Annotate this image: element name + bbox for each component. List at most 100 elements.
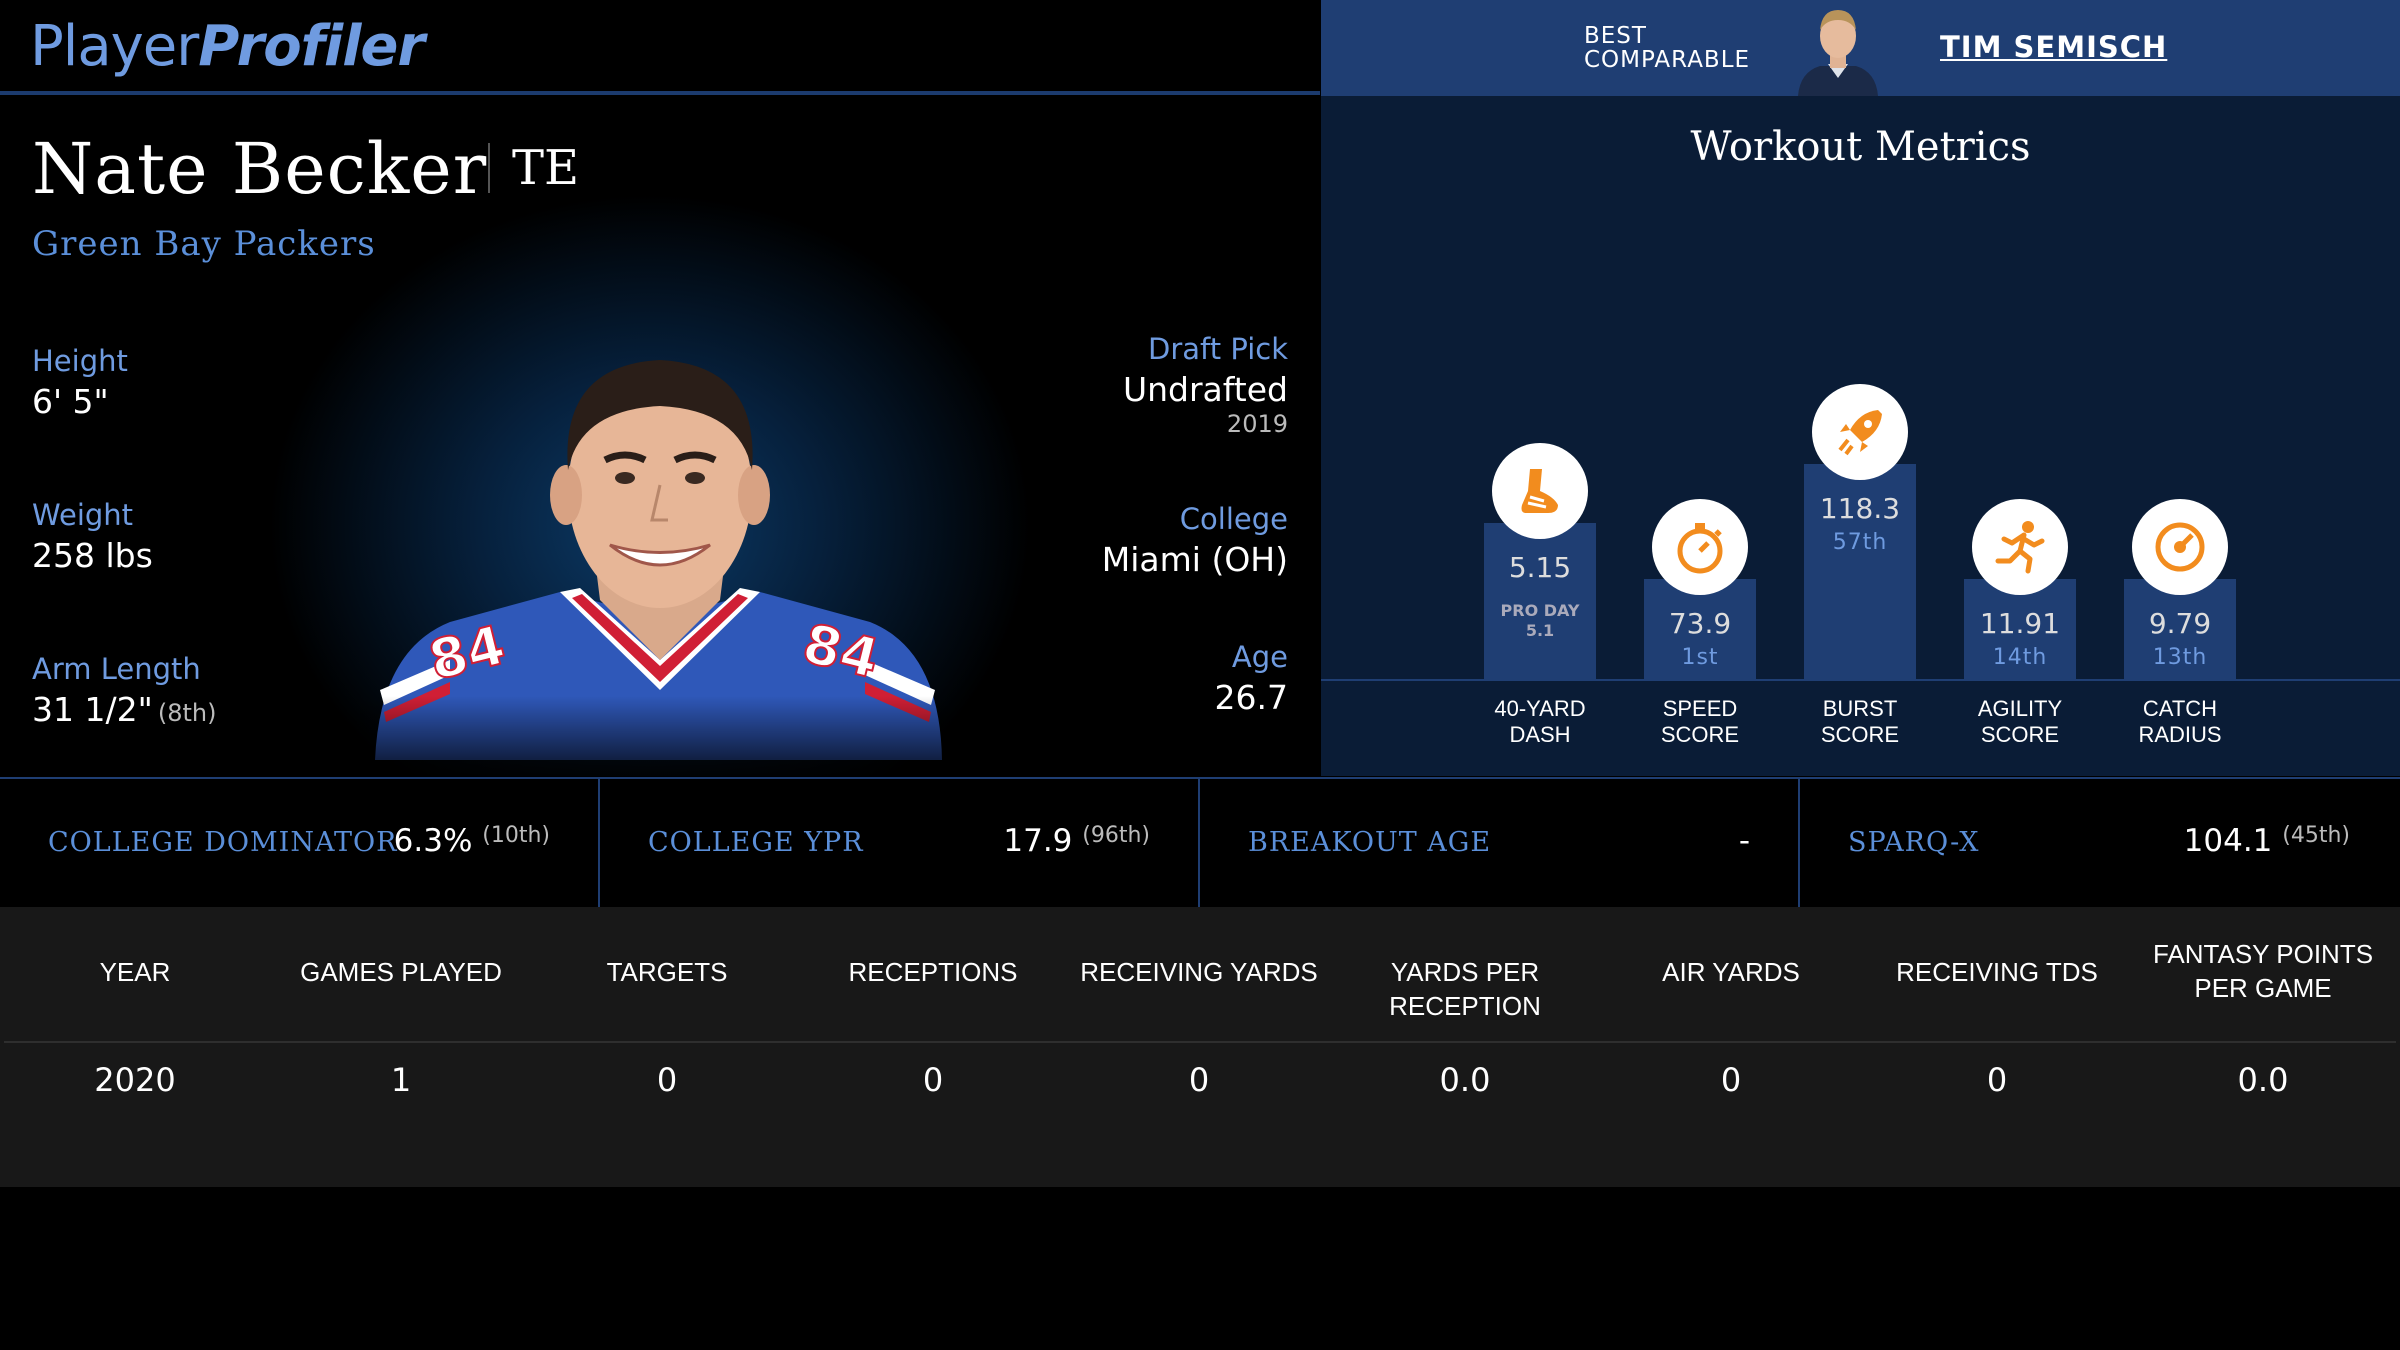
logo-text-player: Player	[30, 14, 199, 79]
metric-sparq-x[interactable]: SPARQ-X 104.1 (45th)	[1800, 779, 2398, 907]
runner-icon	[1972, 499, 2068, 595]
metric-college-ypr[interactable]: COLLEGE YPR 17.9 (96th)	[600, 779, 1198, 907]
player-name: Nate Becker	[32, 128, 488, 210]
college-label: College	[1179, 502, 1288, 536]
pro-day-label: PRO DAY	[1500, 601, 1580, 620]
player-team[interactable]: Green Bay Packers	[32, 224, 376, 264]
bar-label-line1: 40-YARD	[1494, 696, 1586, 721]
age-value: 26.7	[1214, 678, 1288, 717]
bar-value: 118.3	[1819, 492, 1901, 525]
bar-value: 73.9	[1668, 607, 1732, 640]
bar-rank: 14th	[1992, 645, 2048, 670]
target-icon	[2132, 499, 2228, 595]
age-label: Age	[1231, 640, 1288, 674]
metric-rank: (45th)	[2282, 823, 2350, 848]
metric-value-number: -	[1738, 823, 1750, 859]
bar-value: 11.91	[1979, 607, 2061, 640]
table-header-divider	[4, 1041, 2396, 1043]
pro-day-value: 5.1	[1525, 621, 1555, 640]
metric-value: 104.1 (45th)	[2184, 823, 2350, 859]
bar-fill	[1964, 579, 2076, 680]
bar-label: AGILITY SCORE	[1940, 696, 2100, 748]
season-stats-table: YEAR GAMES PLAYED TARGETS RECEPTIONS REC…	[0, 907, 2400, 1187]
name-divider	[488, 143, 490, 193]
college-value: Miami (OH)	[1101, 540, 1288, 579]
column-header-year[interactable]: YEAR	[99, 957, 171, 987]
table-cell-yards-per-reception: 0.0	[1439, 1061, 1491, 1099]
metric-breakout-age[interactable]: BREAKOUT AGE -	[1200, 779, 1798, 907]
height-label: Height	[32, 344, 128, 378]
metric-college-dominator[interactable]: COLLEGE DOMINATOR 6.3% (10th)	[0, 779, 598, 907]
weight-value: 258 lbs	[32, 536, 153, 575]
metric-value-number: 104.1	[2183, 823, 2273, 859]
comparable-player-photo	[1790, 2, 1886, 96]
metric-value: -	[1739, 823, 1750, 859]
metric-name: SPARQ-X	[1848, 827, 1980, 858]
draft-year: 2019	[1226, 410, 1288, 438]
column-header-receptions[interactable]: RECEPTIONS	[848, 957, 1018, 987]
metric-value: 6.3% (10th)	[394, 823, 550, 859]
bar-fill	[1484, 523, 1596, 680]
column-header-targets[interactable]: TARGETS	[606, 957, 728, 987]
rocket-icon	[1812, 384, 1908, 480]
bar-fill	[2124, 579, 2236, 680]
bar-label-line1: BURST	[1822, 696, 1898, 721]
best-comparable-label: BEST COMPARABLE	[1584, 23, 1751, 73]
metric-divider	[1198, 779, 1200, 907]
bar-label: SPEED SCORE	[1620, 696, 1780, 748]
column-header-fantasy-points-per-game[interactable]: FANTASY POINTS PER GAME	[2152, 939, 2374, 1003]
player-position: TE	[512, 140, 580, 196]
table-cell-fantasy-points: 0.0	[2237, 1061, 2289, 1099]
advanced-metrics-row: COLLEGE DOMINATOR 6.3% (10th) COLLEGE YP…	[0, 777, 2400, 907]
column-header-receiving-yards[interactable]: RECEIVING YARDS	[1080, 957, 1318, 987]
bar-label: CATCH RADIUS	[2100, 696, 2260, 748]
bar-value: 5.15	[1508, 551, 1572, 584]
site-header	[0, 0, 1320, 95]
metric-value: 17.9 (96th)	[1003, 823, 1150, 859]
metric-value-number: 6.3%	[393, 823, 473, 859]
stopwatch-icon	[1652, 499, 1748, 595]
draft-pick-value: Undrafted	[1122, 370, 1288, 409]
table-cell-year: 2020	[94, 1061, 176, 1099]
metric-name: COLLEGE YPR	[648, 827, 864, 858]
bar-label-line2: SCORE	[1980, 722, 2060, 747]
player-photo: 84 84	[360, 360, 950, 780]
bar-label-line2: DASH	[1509, 722, 1571, 747]
arm-length-rank: (8th)	[157, 699, 217, 727]
table-cell-targets: 0	[656, 1061, 678, 1099]
column-header-air-yards[interactable]: AIR YARDS	[1662, 957, 1800, 987]
comparable-player-link[interactable]: TIM SEMISCH	[1940, 30, 2168, 64]
bar-fill	[1644, 579, 1756, 680]
column-header-yards-per-reception[interactable]: YARDS PER RECEPTION	[1389, 957, 1541, 1021]
metric-divider	[598, 779, 600, 907]
metric-rank: (96th)	[1082, 823, 1150, 848]
metric-value-number: 17.9	[1003, 823, 1073, 859]
logo-text-profiler: Profiler	[198, 14, 425, 79]
bar-rank: 13th	[2152, 645, 2208, 670]
bar-label-line2: SCORE	[1820, 722, 1900, 747]
metric-name: COLLEGE DOMINATOR	[48, 827, 398, 858]
table-cell-receptions: 0	[922, 1061, 944, 1099]
table-cell-games-played: 1	[390, 1061, 412, 1099]
height-value: 6' 5"	[32, 382, 109, 421]
arm-length-label: Arm Length	[32, 652, 201, 686]
bar-rank: 57th	[1832, 530, 1888, 555]
bar-label-line1: AGILITY	[1977, 696, 2063, 721]
pro-day-note: PRO DAY 5.1	[1460, 601, 1620, 641]
site-logo[interactable]: PlayerProfiler	[30, 12, 425, 82]
draft-pick-label: Draft Pick	[1148, 332, 1288, 366]
weight-label: Weight	[32, 498, 134, 532]
bar-label-line1: CATCH	[2142, 696, 2218, 721]
table-cell-receiving-yards: 0	[1188, 1061, 1210, 1099]
workout-metrics-title: Workout Metrics	[1690, 124, 2031, 170]
bar-value: 9.79	[2148, 607, 2212, 640]
column-header-games-played[interactable]: GAMES PLAYED	[300, 957, 502, 987]
bar-label-line1: SPEED	[1662, 696, 1738, 721]
arm-length: 31 1/2" (8th)	[32, 690, 217, 729]
arm-length-value: 31 1/2"	[32, 690, 153, 729]
bar-label-line2: RADIUS	[2138, 722, 2222, 747]
bar-label-line2: SCORE	[1660, 722, 1740, 747]
table-cell-receiving-tds: 0	[1986, 1061, 2008, 1099]
column-header-receiving-tds[interactable]: RECEIVING TDS	[1896, 957, 2098, 987]
metric-name: BREAKOUT AGE	[1248, 827, 1492, 858]
